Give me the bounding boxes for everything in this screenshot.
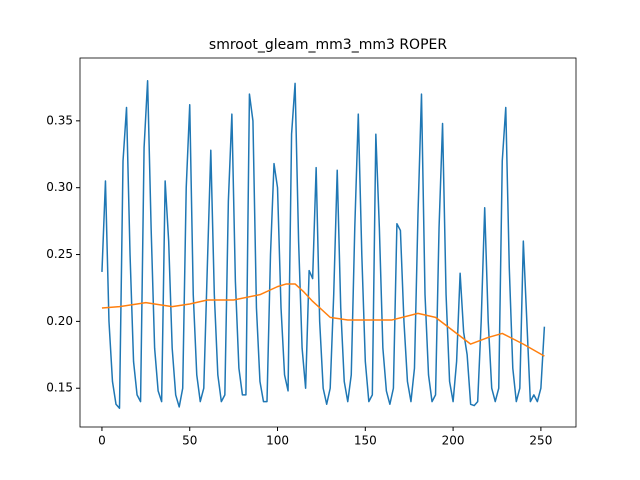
y-tick-label: 0.30 xyxy=(46,180,73,194)
y-tick-label: 0.15 xyxy=(46,381,73,395)
y-tick-label: 0.20 xyxy=(46,314,73,328)
chart-title: smroot_gleam_mm3_mm3 ROPER xyxy=(209,37,447,53)
x-tick-label: 150 xyxy=(354,434,377,448)
x-tick-label: 250 xyxy=(529,434,552,448)
y-tick-label: 0.35 xyxy=(46,113,73,127)
data-line xyxy=(101,79,546,410)
x-tick-label: 100 xyxy=(266,434,289,448)
data-line xyxy=(101,283,545,357)
x-tick-label: 0 xyxy=(98,434,106,448)
x-tick-label: 200 xyxy=(442,434,465,448)
y-tick-label: 0.25 xyxy=(46,247,73,261)
plot-frame xyxy=(79,57,577,428)
x-tick-label: 50 xyxy=(182,434,197,448)
